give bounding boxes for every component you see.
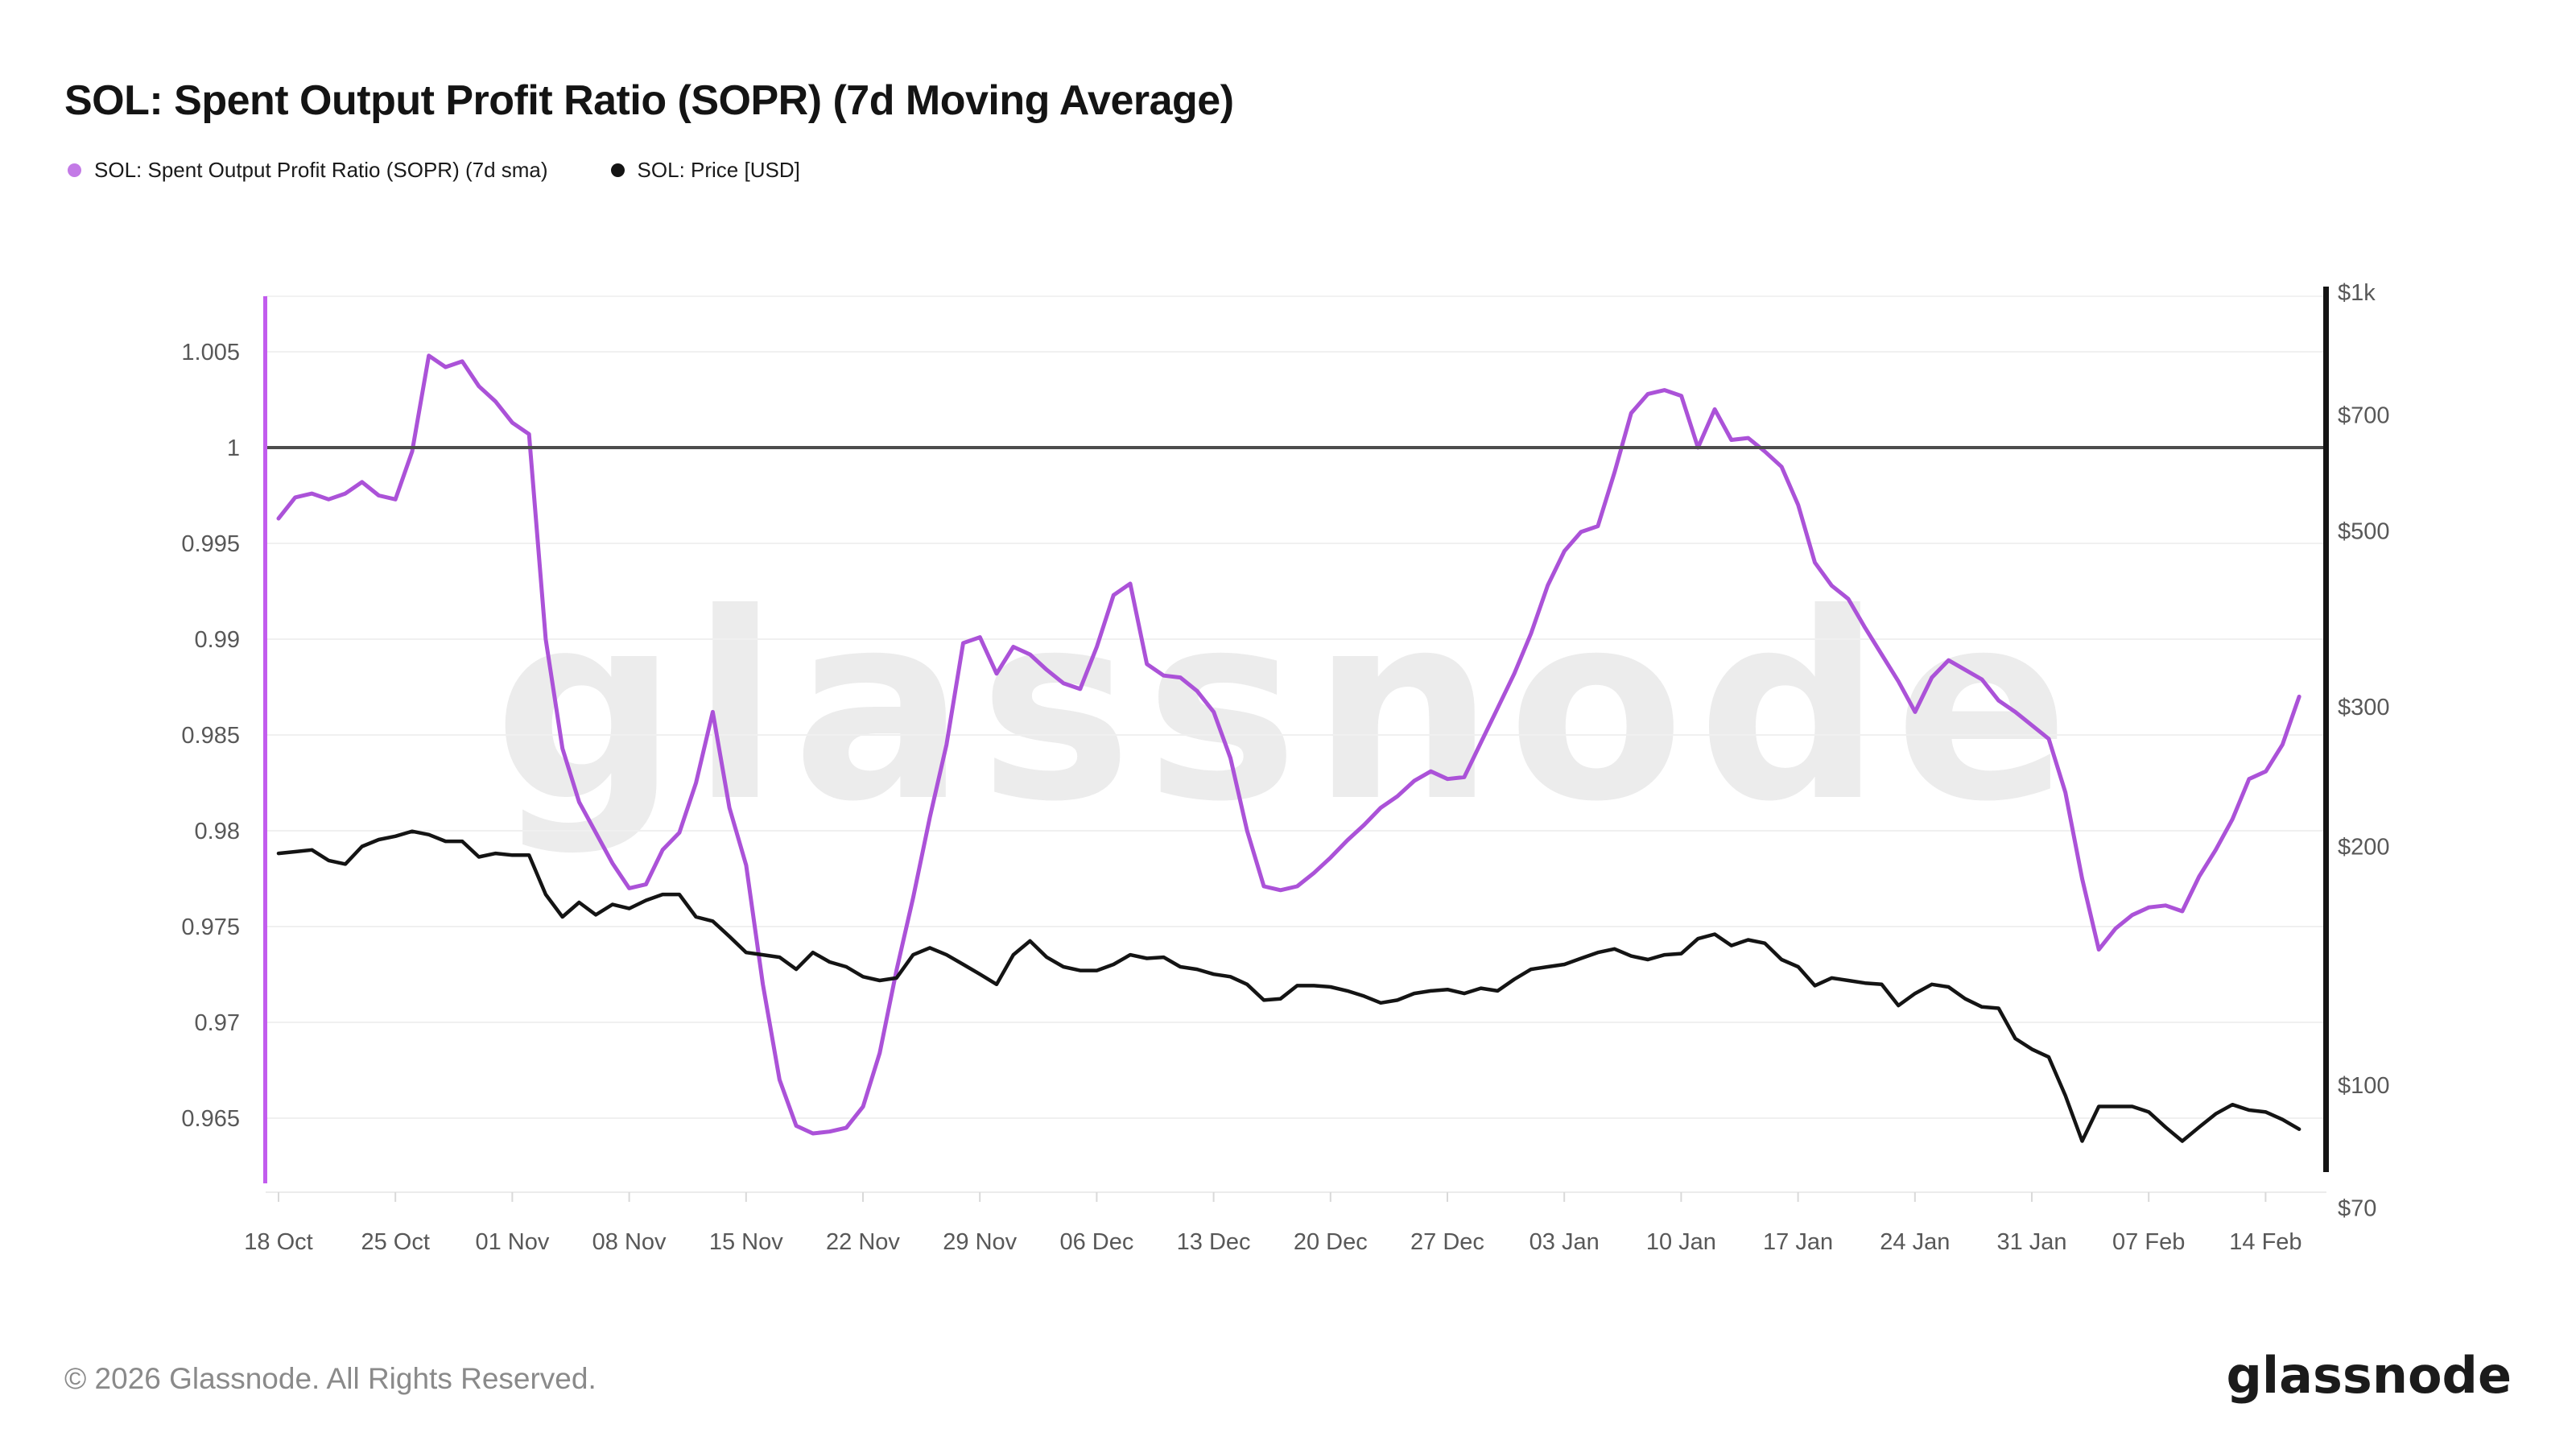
x-tick-label: 06 Dec — [1059, 1229, 1133, 1255]
y-right-tick-label: $700 — [2338, 403, 2390, 429]
left-axis-bar — [263, 296, 267, 1183]
y-left-tick-label: 1.005 — [181, 340, 240, 365]
y-left-tick-label: 0.98 — [195, 819, 240, 844]
x-tick-label: 03 Jan — [1530, 1229, 1600, 1255]
watermark: glassnode — [493, 559, 2083, 858]
y-right-tick-label: $70 — [2338, 1196, 2376, 1222]
y-left-tick-label: 0.975 — [181, 914, 240, 940]
footer-copyright: © 2026 Glassnode. All Rights Reserved. — [64, 1362, 597, 1395]
x-tick-label: 29 Nov — [943, 1229, 1017, 1255]
y-right-tick-label: $500 — [2338, 519, 2390, 545]
x-tick-label: 10 Jan — [1646, 1229, 1716, 1255]
x-tick-label: 27 Dec — [1410, 1229, 1484, 1255]
x-tick-label: 07 Feb — [2112, 1229, 2185, 1255]
x-tick-label: 13 Dec — [1177, 1229, 1251, 1255]
price-line — [276, 829, 2301, 1143]
legend: SOL: Spent Output Profit Ratio (SOPR) (7… — [68, 158, 800, 183]
legend-item-sopr[interactable]: SOL: Spent Output Profit Ratio (SOPR) (7… — [68, 158, 548, 183]
glassnode-logo: glassnode — [2226, 1346, 2512, 1405]
sopr-line — [276, 353, 2301, 1136]
x-tick-label: 14 Feb — [2229, 1229, 2301, 1255]
x-tick-label: 31 Jan — [1996, 1229, 2066, 1255]
x-tick-label: 08 Nov — [592, 1229, 667, 1255]
y-right-tick-label: $200 — [2338, 834, 2390, 860]
y-left-tick-label: 0.97 — [195, 1010, 240, 1036]
y-right-tick-label: $300 — [2338, 695, 2390, 720]
x-tick-label: 17 Jan — [1763, 1229, 1833, 1255]
x-tick-label: 18 Oct — [244, 1229, 312, 1255]
y-right-tick-label: $100 — [2338, 1073, 2390, 1099]
legend-label-sopr: SOL: Spent Output Profit Ratio (SOPR) (7… — [94, 158, 548, 182]
legend-dot-sopr-icon — [68, 163, 81, 177]
x-tick-label: 24 Jan — [1880, 1229, 1950, 1255]
y-left-tick-label: 0.995 — [181, 531, 240, 557]
x-tick-label: 20 Dec — [1294, 1229, 1368, 1255]
legend-dot-price-icon — [610, 163, 625, 177]
legend-item-price[interactable]: SOL: Price [USD] — [610, 158, 800, 183]
legend-label-price: SOL: Price [USD] — [637, 158, 800, 182]
x-tick-label: 15 Nov — [709, 1229, 783, 1255]
y-left-tick-label: 1 — [227, 436, 240, 461]
x-tick-label: 01 Nov — [475, 1229, 549, 1255]
y-left-tick-label: 0.99 — [195, 627, 240, 653]
x-tick-label: 25 Oct — [361, 1229, 429, 1255]
right-axis-bar — [2323, 287, 2329, 1172]
y-right-tick-label: $1k — [2338, 280, 2376, 306]
y-left-tick-label: 0.965 — [181, 1106, 240, 1132]
y-left-tick-label: 0.985 — [181, 723, 240, 749]
chart-title: SOL: Spent Output Profit Ratio (SOPR) (7… — [64, 76, 1234, 124]
x-tick-label: 22 Nov — [826, 1229, 900, 1255]
